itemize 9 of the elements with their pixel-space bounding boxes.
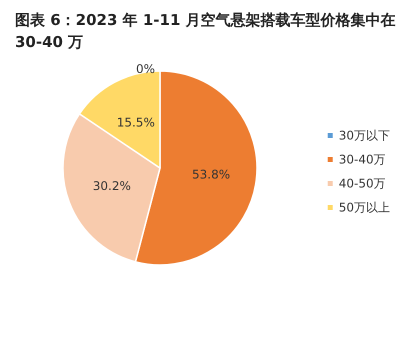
legend-label: 40-50万 [338,176,386,190]
chart-title: 图表 6：2023 年 1-11 月空气悬架搭载车型价格集中在 30-40 万 [15,11,401,51]
data-label: 53.8% [192,168,230,182]
text: 0% [136,62,155,76]
legend-label: 30万以下 [338,128,390,142]
legend-label: 50万以上 [338,200,390,214]
data-label: 15.5% [116,116,155,130]
legend-label: 30-40万 [338,152,386,166]
data-label: 30.2% [92,179,131,194]
